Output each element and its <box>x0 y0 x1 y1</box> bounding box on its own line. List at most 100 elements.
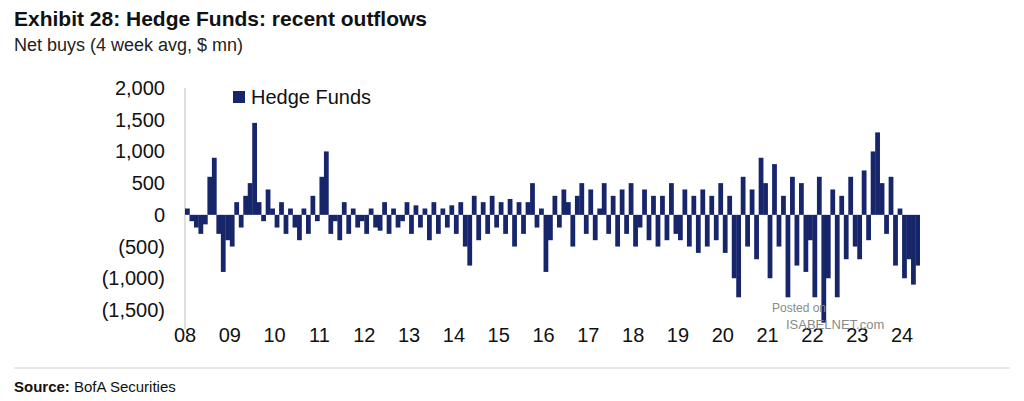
legend-swatch <box>233 91 245 103</box>
bar <box>387 215 392 234</box>
bar <box>575 196 580 215</box>
x-tick-label: 12 <box>353 324 375 346</box>
legend-label: Hedge Funds <box>251 86 371 108</box>
bar <box>328 215 333 234</box>
source: Source: BofA Securities <box>14 378 176 395</box>
bar <box>786 215 791 297</box>
y-tick-label: 500 <box>132 172 165 194</box>
bar <box>763 183 768 215</box>
bar <box>467 215 472 266</box>
bar <box>499 202 504 215</box>
y-tick-label: (1,500) <box>102 299 165 321</box>
bar <box>830 189 835 214</box>
bar <box>745 215 750 247</box>
bar <box>454 215 459 234</box>
bar <box>862 170 867 214</box>
source-label: Source: <box>14 378 70 395</box>
y-tick-label: 2,000 <box>115 77 165 99</box>
x-tick-label: 19 <box>667 324 689 346</box>
bar <box>772 164 777 215</box>
bar <box>853 215 858 247</box>
bar <box>911 215 916 285</box>
x-tick-label: 15 <box>488 324 510 346</box>
x-tick-label: 21 <box>756 324 778 346</box>
bar <box>216 215 221 234</box>
x-tick-label: 13 <box>398 324 420 346</box>
x-tick-label: 10 <box>264 324 286 346</box>
bar <box>364 215 369 234</box>
bar <box>660 196 665 215</box>
bar <box>615 215 620 247</box>
bar <box>629 183 634 215</box>
bar <box>185 209 190 215</box>
bar <box>418 215 423 228</box>
bar <box>781 196 786 215</box>
bar <box>777 215 782 247</box>
bar <box>302 209 307 215</box>
bar <box>759 158 764 215</box>
bar <box>494 215 499 228</box>
bar <box>503 215 508 234</box>
x-tick-label: 09 <box>219 324 241 346</box>
chart: Exhibit 28: Hedge Funds: recent outflows… <box>0 0 1024 401</box>
bar <box>799 183 804 215</box>
bar <box>674 215 679 234</box>
bar <box>279 202 284 215</box>
bar <box>561 189 566 214</box>
bar <box>835 215 840 297</box>
y-tick-label: 1,000 <box>115 140 165 162</box>
bar <box>297 215 302 240</box>
bar <box>261 215 266 221</box>
bar <box>566 202 571 215</box>
bar <box>275 215 280 228</box>
bar <box>207 177 212 215</box>
bar <box>544 215 549 272</box>
bar <box>839 196 844 215</box>
bar <box>481 202 486 215</box>
bar <box>880 183 885 215</box>
bar <box>306 215 311 234</box>
bar <box>436 215 441 234</box>
bar <box>669 183 674 215</box>
bar <box>736 215 741 297</box>
bar <box>768 215 773 278</box>
bar <box>817 177 822 215</box>
bar <box>709 196 714 215</box>
y-tick-label: (500) <box>118 236 165 258</box>
bar <box>535 215 540 228</box>
bar <box>754 215 759 259</box>
bar <box>472 196 477 215</box>
bar <box>293 215 298 228</box>
bar <box>665 215 670 240</box>
bar <box>611 196 616 215</box>
bar <box>198 215 203 234</box>
bar <box>248 183 253 215</box>
bar <box>485 215 490 234</box>
bar <box>400 215 405 221</box>
y-tick-label: 0 <box>154 204 165 226</box>
bar <box>584 215 589 234</box>
bar <box>606 215 611 234</box>
bar <box>656 215 661 247</box>
bar <box>884 215 889 234</box>
bar <box>553 196 558 215</box>
bar <box>902 215 907 278</box>
bar <box>476 215 481 240</box>
bar <box>337 215 342 240</box>
bar <box>678 215 683 240</box>
bar <box>405 202 410 215</box>
bar <box>342 202 347 215</box>
bar <box>239 215 244 228</box>
bar <box>194 215 199 228</box>
bar <box>620 189 625 214</box>
separator <box>14 368 1010 369</box>
bar <box>310 196 315 215</box>
bar <box>445 215 450 228</box>
bar <box>526 202 531 215</box>
bar <box>378 215 383 231</box>
bar <box>557 215 562 228</box>
bar <box>189 215 194 221</box>
bar <box>857 215 862 259</box>
bar <box>270 209 275 215</box>
bar <box>714 215 719 240</box>
